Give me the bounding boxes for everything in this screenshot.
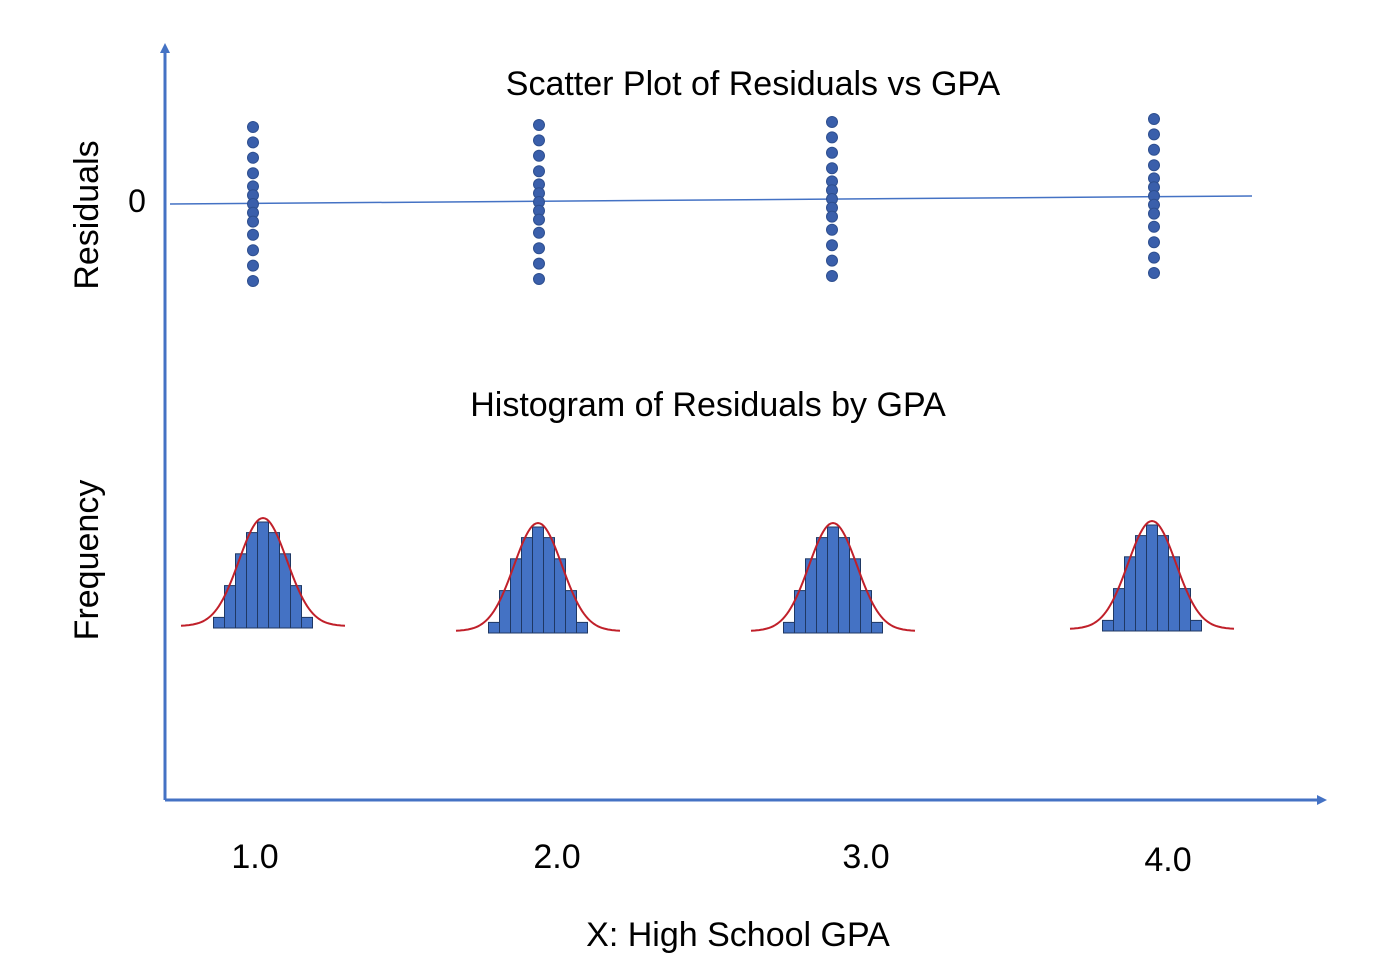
residual-point [1149, 160, 1160, 171]
residual-point [248, 260, 259, 271]
y-axis-label-frequency: Frequency [68, 480, 106, 641]
histogram-bar [544, 538, 555, 633]
histogram-bar [533, 527, 544, 633]
histogram-bar [817, 538, 828, 633]
residual-point [827, 132, 838, 143]
histogram-title: Histogram of Residuals by GPA [470, 386, 946, 424]
residual-point [248, 245, 259, 256]
histogram-bar [1103, 620, 1114, 631]
residual-point [827, 147, 838, 158]
histogram-bar [489, 622, 500, 633]
residual-point [248, 152, 259, 163]
residual-point [1149, 144, 1160, 155]
residual-point [534, 274, 545, 285]
histogram-bar [1136, 536, 1147, 631]
x-tick-label: 4.0 [1144, 841, 1191, 879]
residual-point [1149, 268, 1160, 279]
residual-point [1149, 129, 1160, 140]
residual-point [827, 224, 838, 235]
residual-point [248, 168, 259, 179]
residual-point [1149, 221, 1160, 232]
histogram-bar [214, 617, 225, 628]
histograms-layer [181, 518, 1234, 633]
histogram-bar [577, 622, 588, 633]
residual-point [534, 214, 545, 225]
residual-point [534, 258, 545, 269]
residual-point [248, 137, 259, 148]
histogram-bar [302, 617, 313, 628]
y-axis-label-residuals: Residuals [68, 140, 106, 289]
x-axis-label: X: High School GPA [586, 916, 890, 954]
residual-point [534, 166, 545, 177]
residual-point [534, 227, 545, 238]
histogram-bar [247, 533, 258, 628]
histogram-bar [828, 527, 839, 633]
x-tick-label: 2.0 [533, 838, 580, 876]
residual-point [248, 276, 259, 287]
histogram-bar [1191, 620, 1202, 631]
x-tick-label: 1.0 [231, 838, 278, 876]
histogram-bar [872, 622, 883, 633]
residual-point [1149, 114, 1160, 125]
zero-tick-label: 0 [128, 183, 146, 219]
histogram-bar [839, 538, 850, 633]
histogram-bar [522, 538, 533, 633]
zero-reference-line [170, 196, 1252, 204]
residual-point [827, 211, 838, 222]
residual-point [248, 216, 259, 227]
x-tick-label: 3.0 [842, 838, 889, 876]
residual-point [827, 240, 838, 251]
histogram-bar [1147, 525, 1158, 631]
residual-point [827, 117, 838, 128]
residual-point [534, 135, 545, 146]
residual-point [534, 120, 545, 131]
histogram-bar [258, 522, 269, 628]
residual-point [248, 122, 259, 133]
residual-point [827, 163, 838, 174]
histogram-bar [1158, 536, 1169, 631]
residual-point [248, 229, 259, 240]
histogram-bar [269, 533, 280, 628]
residual-point [534, 243, 545, 254]
residual-point [827, 255, 838, 266]
scatter-title: Scatter Plot of Residuals vs GPA [506, 65, 1001, 103]
residual-point [827, 271, 838, 282]
residual-point [1149, 237, 1160, 248]
histogram-bar [784, 622, 795, 633]
residual-point [1149, 208, 1160, 219]
residual-point [534, 150, 545, 161]
residual-point [1149, 252, 1160, 263]
